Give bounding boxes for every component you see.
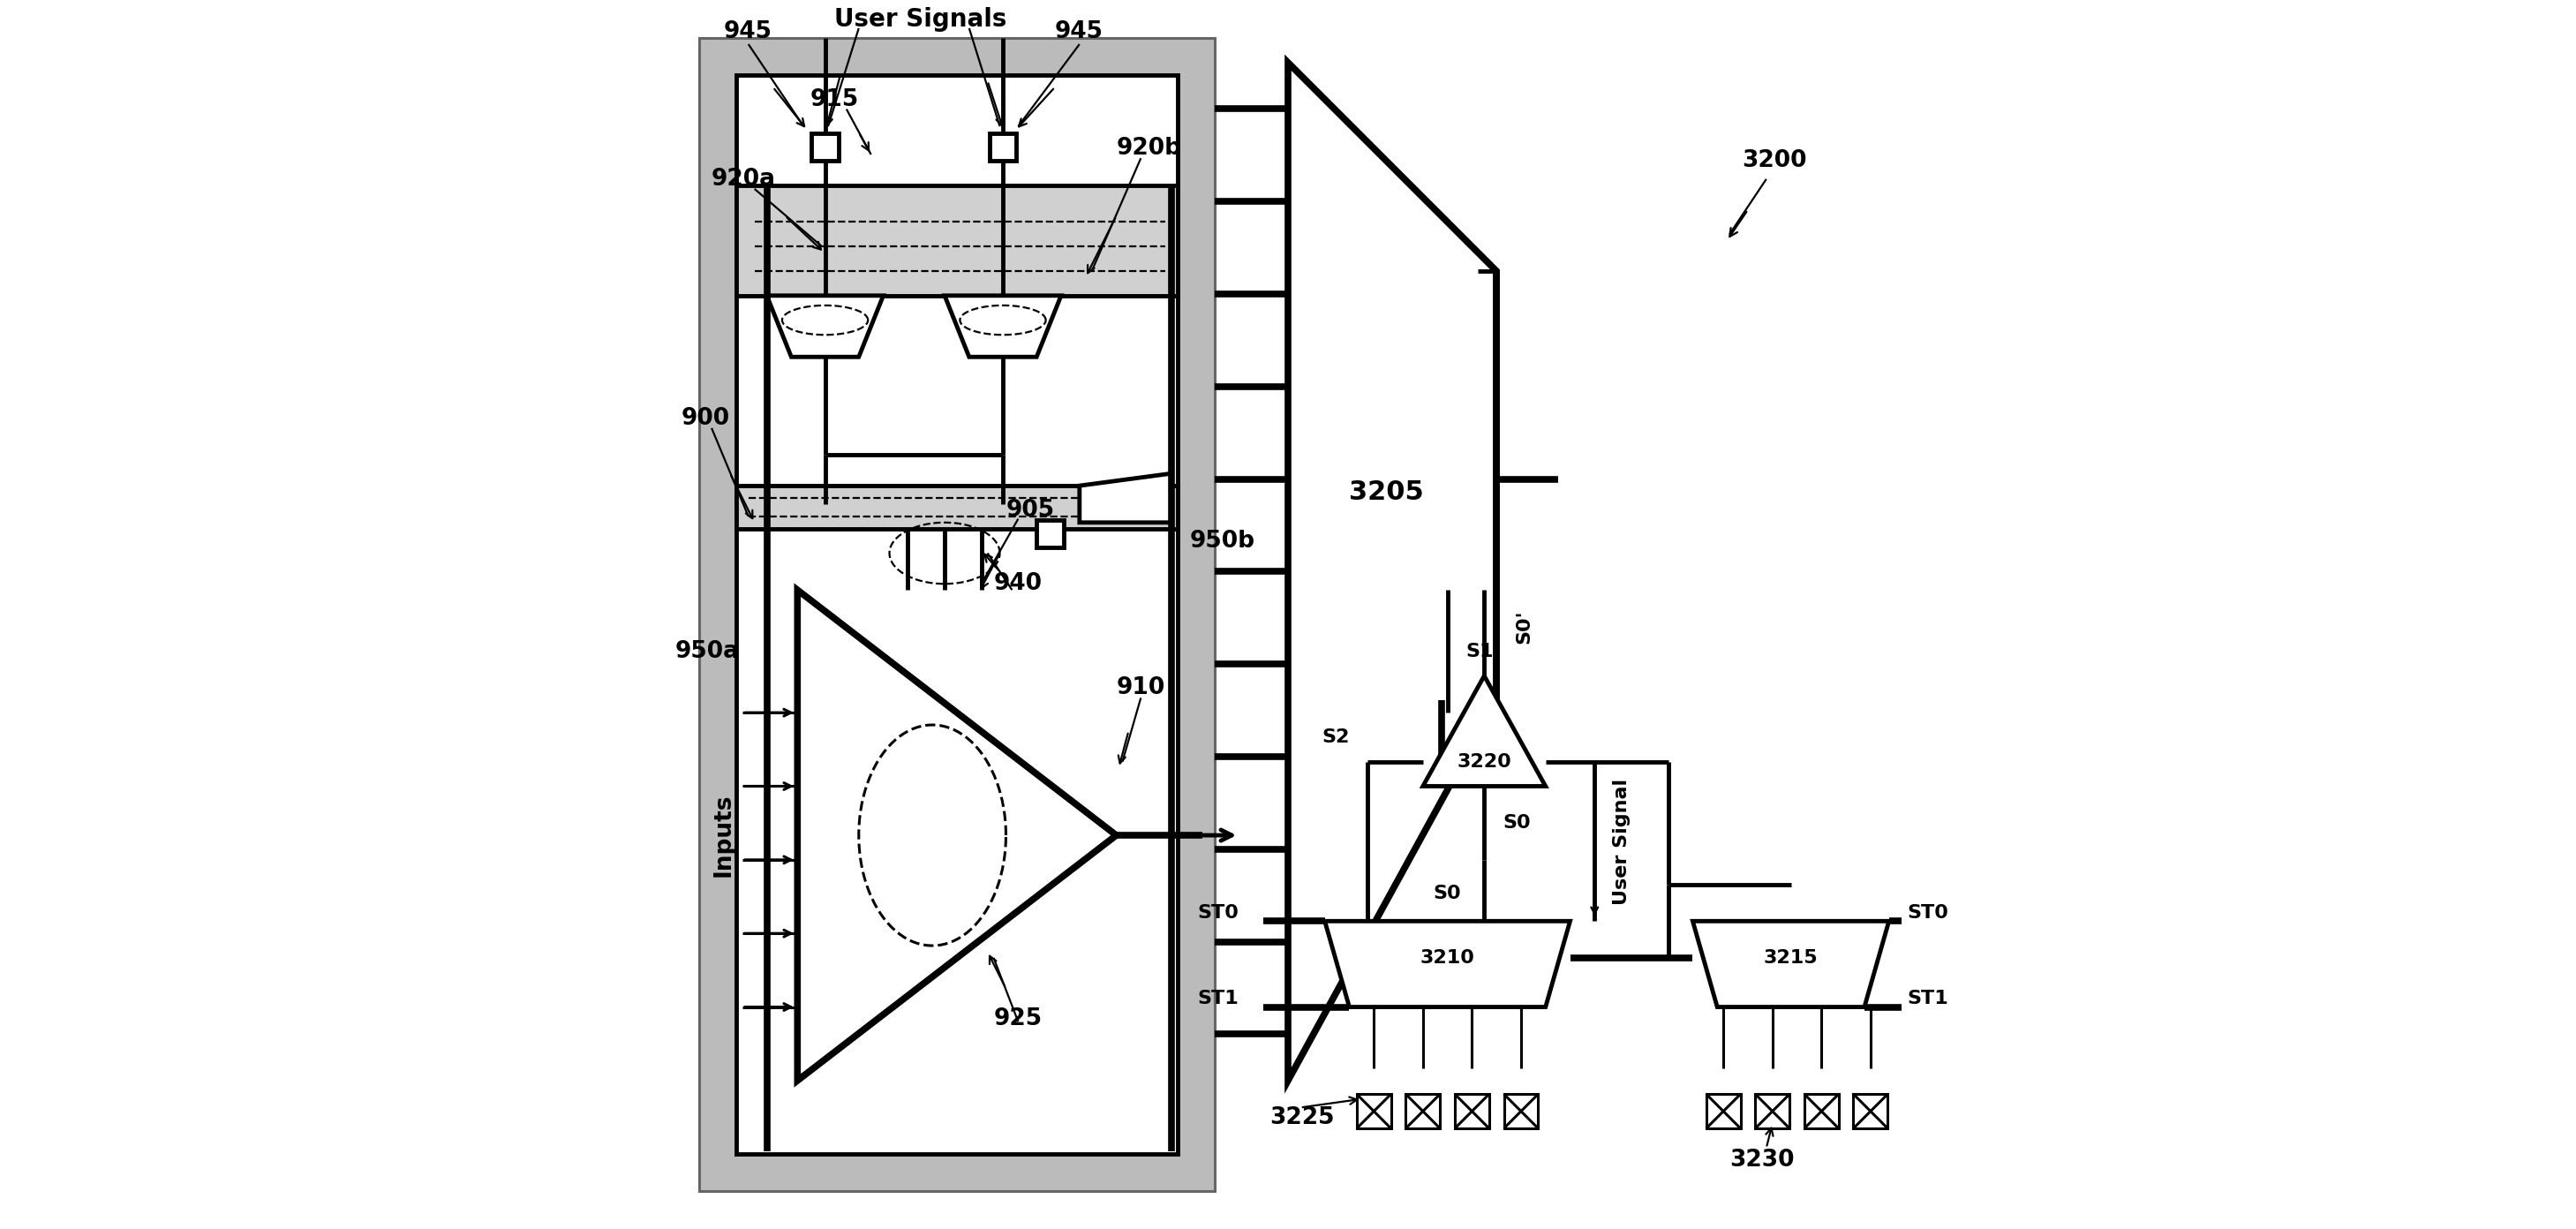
Text: 3205: 3205	[1350, 479, 1425, 505]
Text: ST0: ST0	[1198, 903, 1239, 922]
Text: 910: 910	[1115, 677, 1164, 699]
Text: S0: S0	[1432, 885, 1461, 903]
Text: 905: 905	[1005, 499, 1054, 522]
FancyBboxPatch shape	[737, 485, 1177, 528]
Text: S0: S0	[1502, 814, 1530, 832]
FancyBboxPatch shape	[1358, 1094, 1391, 1128]
Polygon shape	[1692, 922, 1888, 1007]
FancyBboxPatch shape	[1852, 1094, 1888, 1128]
Polygon shape	[1079, 473, 1172, 522]
Text: 3230: 3230	[1728, 1149, 1795, 1171]
Text: S2: S2	[1321, 729, 1350, 746]
Text: 945: 945	[724, 21, 773, 43]
Text: 900: 900	[680, 407, 729, 430]
Text: 3210: 3210	[1419, 949, 1473, 967]
FancyBboxPatch shape	[1504, 1094, 1538, 1128]
Text: 950a: 950a	[675, 640, 739, 662]
FancyBboxPatch shape	[1705, 1094, 1741, 1128]
FancyBboxPatch shape	[989, 134, 1018, 161]
Text: ST0: ST0	[1906, 903, 1947, 922]
Polygon shape	[945, 296, 1061, 356]
Text: 950b: 950b	[1190, 530, 1255, 552]
Polygon shape	[1422, 676, 1546, 787]
FancyBboxPatch shape	[1803, 1094, 1839, 1128]
Polygon shape	[768, 296, 884, 356]
Text: 3200: 3200	[1741, 149, 1806, 172]
Text: User Signals: User Signals	[835, 7, 1007, 32]
Text: S0': S0'	[1515, 610, 1533, 644]
Text: 945: 945	[1056, 21, 1103, 43]
Polygon shape	[799, 590, 1115, 1080]
FancyBboxPatch shape	[737, 75, 1177, 1154]
FancyBboxPatch shape	[1406, 1094, 1440, 1128]
FancyBboxPatch shape	[737, 186, 1177, 296]
Text: 915: 915	[809, 87, 858, 111]
Text: 920b: 920b	[1115, 136, 1182, 160]
FancyBboxPatch shape	[811, 134, 840, 161]
Text: ST1: ST1	[1906, 989, 1947, 1008]
Text: User Signal: User Signal	[1613, 778, 1631, 905]
Text: 3220: 3220	[1458, 753, 1512, 771]
FancyBboxPatch shape	[1754, 1094, 1790, 1128]
Text: ST1: ST1	[1198, 989, 1239, 1008]
Text: Inputs: Inputs	[714, 794, 734, 878]
Text: 940: 940	[994, 573, 1043, 595]
FancyBboxPatch shape	[698, 38, 1213, 1191]
FancyBboxPatch shape	[1036, 520, 1064, 547]
Polygon shape	[1324, 922, 1571, 1007]
Text: 3215: 3215	[1765, 949, 1819, 967]
Text: 3225: 3225	[1270, 1106, 1334, 1129]
Text: S1: S1	[1466, 643, 1494, 660]
FancyBboxPatch shape	[1455, 1094, 1489, 1128]
Polygon shape	[1288, 63, 1497, 1080]
Text: 920a: 920a	[711, 167, 775, 190]
Text: 925: 925	[994, 1008, 1043, 1031]
